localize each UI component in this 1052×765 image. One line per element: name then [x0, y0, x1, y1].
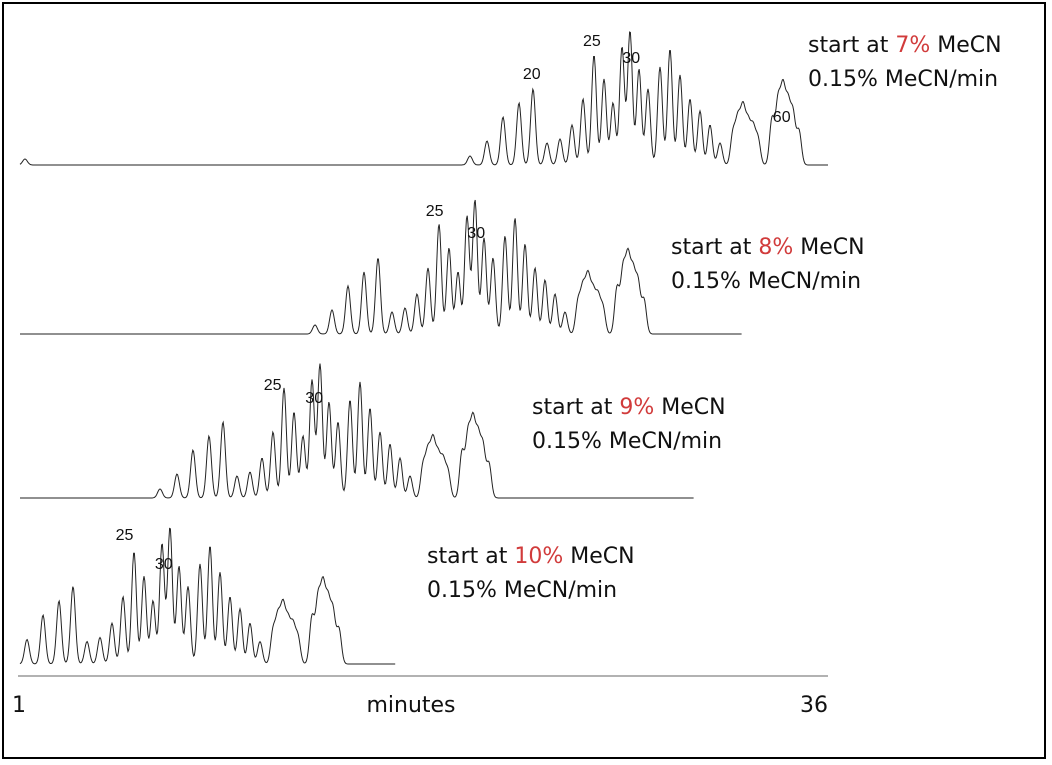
condition-line-4: start at 10% MeCN	[427, 544, 635, 569]
peak-label-20-trace-1: 20	[523, 66, 541, 83]
x-axis-title: minutes	[366, 693, 455, 718]
start-pct-7: 7%	[895, 33, 930, 58]
peak-labels: 20 25 30 60 25 30 25 30 25 30	[116, 33, 791, 573]
chromatogram-trace-3	[20, 363, 694, 499]
peak-label-25-trace-2: 25	[426, 203, 444, 220]
chromatogram-trace-4	[19, 527, 396, 665]
start-pct-9: 9%	[619, 395, 654, 420]
start-pct-10: 10%	[514, 544, 563, 569]
peak-label-60-trace-1: 60	[773, 109, 791, 126]
chromatogram-traces	[19, 31, 828, 665]
x-axis-min-label: 1	[12, 693, 26, 718]
peak-label-30-trace-2: 30	[467, 225, 485, 242]
condition-line-1: start at 7% MeCN	[808, 33, 1002, 58]
peak-label-25-trace-4: 25	[116, 527, 134, 544]
peak-label-25-trace-3: 25	[264, 377, 282, 394]
gradient-line-4: 0.15% MeCN/min	[427, 578, 617, 603]
x-axis-max-label: 36	[800, 693, 828, 718]
gradient-line-3: 0.15% MeCN/min	[532, 429, 722, 454]
gradient-line-1: 0.15% MeCN/min	[808, 67, 998, 92]
start-pct-8: 8%	[758, 235, 793, 260]
condition-line-2: start at 8% MeCN	[671, 235, 865, 260]
peak-label-30-trace-1: 30	[622, 50, 640, 67]
chromatogram-trace-2	[20, 199, 742, 335]
chromatogram-trace-1	[19, 31, 828, 166]
peak-label-30-trace-3: 30	[305, 390, 323, 407]
condition-line-3: start at 9% MeCN	[532, 395, 726, 420]
gradient-line-2: 0.15% MeCN/min	[671, 269, 861, 294]
peak-label-25-trace-1: 25	[583, 33, 601, 50]
peak-label-30-trace-4: 30	[155, 556, 173, 573]
